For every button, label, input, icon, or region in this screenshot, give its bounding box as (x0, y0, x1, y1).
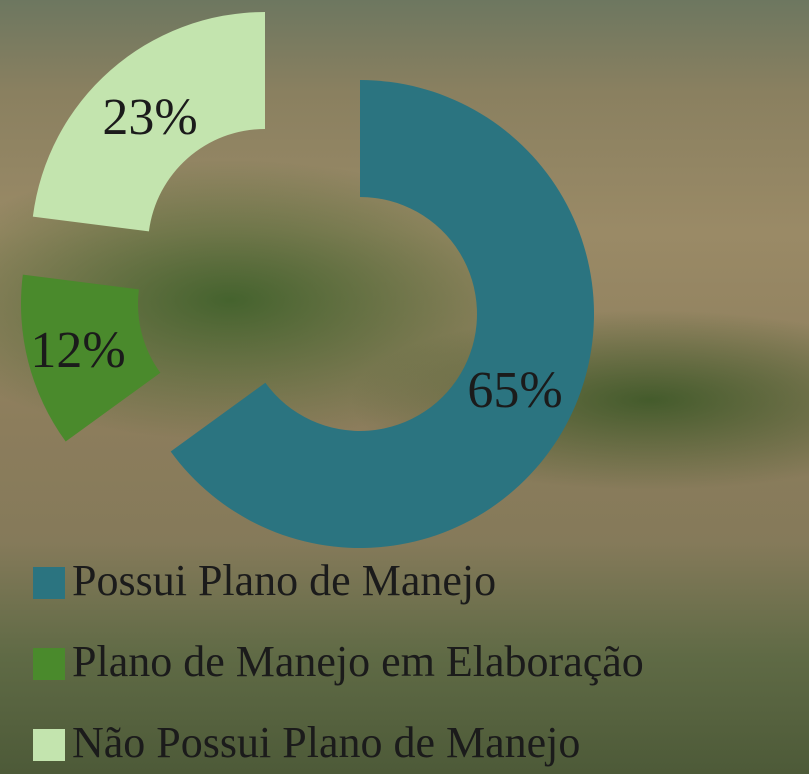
data-label: 12% (30, 322, 125, 379)
legend-swatch (33, 567, 65, 599)
legend-label: Não Possui Plano de Manejo (72, 718, 580, 767)
legend-swatch (33, 729, 65, 761)
legend-label: Possui Plano de Manejo (72, 556, 496, 605)
donut-segment (170, 80, 594, 548)
donut-segment (21, 274, 161, 442)
data-label: 65% (467, 362, 562, 419)
data-label: 23% (102, 89, 197, 146)
legend-swatch (33, 648, 65, 680)
donut-segment (32, 12, 266, 232)
legend-label: Plano de Manejo em Elaboração (72, 637, 644, 686)
